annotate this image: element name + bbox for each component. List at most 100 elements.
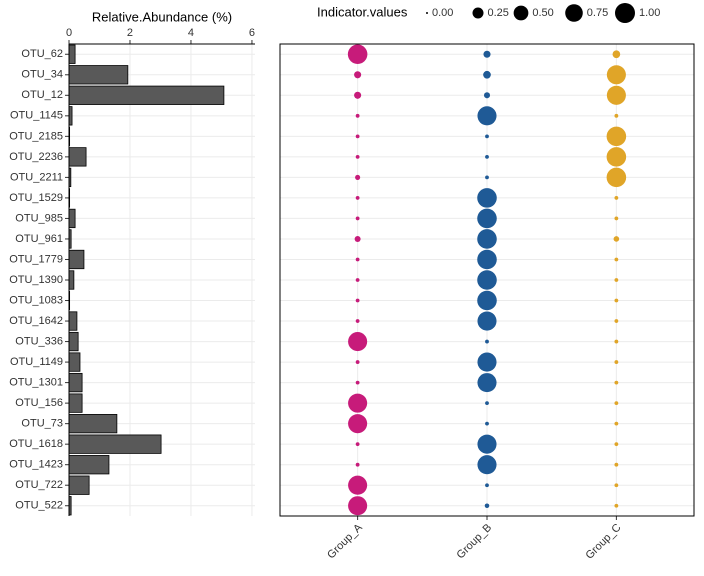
bubble [348, 496, 368, 516]
y-tick-label: OTU_34 [21, 69, 63, 81]
bubble [355, 216, 360, 221]
y-tick-label: OTU_2211 [10, 171, 63, 183]
x-tick-label: 6 [249, 27, 255, 39]
x-tick-label: 0 [66, 27, 72, 39]
bubble [477, 352, 497, 372]
bubble [612, 50, 621, 59]
bar [68, 65, 129, 85]
bubble [477, 373, 497, 393]
bubble [614, 278, 619, 282]
bubble [355, 360, 360, 364]
bubble [347, 44, 368, 65]
bar [68, 455, 110, 475]
bubble [614, 113, 619, 118]
legend-key [565, 4, 583, 22]
bubble [606, 65, 626, 85]
legend-label: 0.50 [532, 7, 553, 19]
bubble [614, 339, 619, 344]
y-tick-label: OTU_12 [21, 89, 63, 101]
y-tick-label: OTU_722 [15, 479, 63, 491]
x-tick-label: 4 [188, 27, 194, 39]
legend-key [472, 7, 484, 19]
bubble [614, 360, 619, 364]
bubble [614, 380, 619, 385]
bar [68, 475, 90, 495]
bar [68, 208, 76, 229]
bar [68, 44, 76, 64]
bubble [484, 503, 490, 509]
legend-label: 0.00 [432, 7, 453, 19]
legend-label: 1.00 [639, 7, 660, 19]
bubble [354, 235, 361, 242]
bubble [614, 462, 619, 467]
bar [68, 352, 81, 372]
bubble [483, 50, 491, 58]
bubble [614, 196, 619, 200]
bar [68, 249, 85, 270]
legend-label: 0.25 [488, 7, 509, 19]
bubble [613, 236, 620, 242]
legend-key [426, 12, 428, 14]
y-tick-label: OTU_1779 [9, 253, 63, 265]
y-tick-label: OTU_961 [15, 233, 63, 245]
y-tick-label: OTU_156 [15, 397, 63, 409]
bar [68, 414, 118, 434]
bubble [355, 380, 360, 385]
y-tick-label: OTU_1642 [9, 315, 63, 327]
bubble [477, 270, 497, 290]
y-tick-label: OTU_1145 [10, 110, 63, 122]
bar [68, 372, 83, 393]
bubble [348, 332, 368, 352]
bubble [614, 401, 619, 406]
bubble [606, 147, 627, 167]
bubble [348, 475, 368, 495]
y-tick-label: OTU_2185 [9, 130, 63, 142]
bubble [348, 393, 368, 413]
bubble [477, 455, 497, 475]
bubble [477, 249, 497, 270]
bubble [355, 174, 361, 180]
bubble [354, 71, 362, 79]
bubble [355, 278, 360, 282]
y-tick-label: OTU_62 [21, 48, 63, 60]
y-tick-label: OTU_1423 [9, 459, 63, 471]
bubble [355, 257, 360, 262]
bubble [614, 257, 619, 262]
bubble [485, 421, 489, 426]
y-tick-label: OTU_522 [15, 500, 63, 512]
bubble [477, 106, 497, 126]
y-tick-label: OTU_336 [15, 335, 63, 347]
bubble [477, 434, 497, 454]
bubble [355, 319, 360, 323]
bubble [477, 229, 497, 249]
x-tick-label: Group_C [584, 522, 624, 562]
bubble [354, 91, 362, 99]
bar [68, 85, 225, 105]
bubble [348, 414, 368, 434]
bubble [485, 154, 489, 159]
bubble [614, 298, 619, 303]
bubble [606, 126, 627, 147]
bubble [614, 216, 619, 221]
bar [68, 147, 87, 167]
y-tick-label: OTU_1618 [9, 438, 63, 450]
x-tick-label: Group_B [455, 522, 495, 562]
y-tick-label: OTU_1529 [9, 192, 63, 204]
bubble [355, 442, 360, 447]
bubble [614, 503, 619, 508]
bubble [485, 483, 489, 488]
bubble [614, 442, 619, 447]
bubble [485, 175, 489, 180]
bubble [355, 298, 360, 303]
bubble [355, 134, 360, 139]
y-tick-label: OTU_985 [15, 212, 63, 224]
bubble [614, 421, 619, 426]
bubble [355, 154, 360, 159]
bubble [485, 134, 489, 139]
bubble [483, 70, 491, 79]
bar [68, 311, 78, 331]
bar [68, 270, 75, 290]
y-tick-label: OTU_1390 [9, 274, 63, 286]
bubble [477, 311, 497, 331]
bubble [614, 319, 619, 323]
